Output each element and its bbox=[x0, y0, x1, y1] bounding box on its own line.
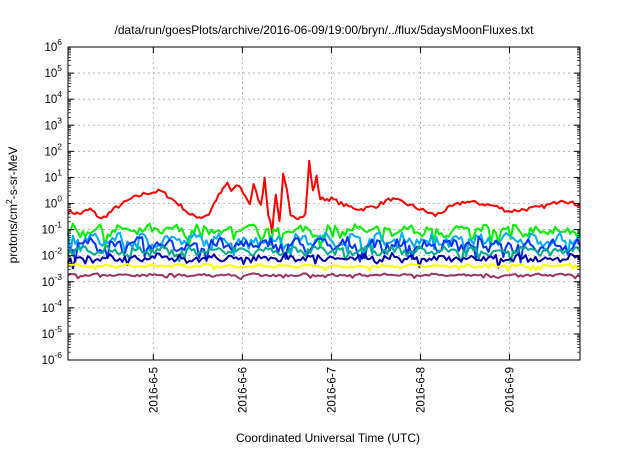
x-tick-label: 2016-6-5 bbox=[148, 367, 160, 413]
y-tick-label: 10-4 bbox=[42, 298, 63, 315]
y-axis: 10-6 10-5 10-4 10-3 10-2 10-1 100 101 102 103 104 1… bbox=[42, 37, 580, 367]
x-axis: 2016-6-5 2016-6-6 2016-6-7 2016-6-8 2016-6-9 bbox=[148, 47, 517, 413]
y-tick-label: 104 bbox=[44, 89, 62, 106]
x-tick-label: 2016-6-8 bbox=[415, 367, 427, 413]
y-tick-label: 102 bbox=[44, 141, 62, 158]
series-line bbox=[67, 159, 581, 235]
y-tick-label: 10-6 bbox=[42, 350, 63, 367]
y-tick-label: 100 bbox=[44, 194, 62, 211]
chart-title: /data/run/goesPlots/archive/2016-06-09/1… bbox=[115, 23, 535, 37]
y-tick-label: 10-3 bbox=[42, 272, 63, 289]
y-tick-label: 106 bbox=[44, 37, 62, 54]
x-axis-label: Coordinated Universal Time (UTC) bbox=[236, 431, 420, 445]
x-tick-label: 2016-6-7 bbox=[326, 367, 338, 413]
y-tick-label: 10-5 bbox=[42, 324, 63, 341]
y-axis-label: protons/cm2-s-sr-MeV bbox=[4, 147, 20, 264]
x-tick-label: 2016-6-6 bbox=[237, 367, 249, 413]
y-tick-label: 10-1 bbox=[42, 220, 63, 237]
series-line bbox=[67, 272, 581, 281]
series-line bbox=[67, 235, 581, 264]
series-line bbox=[67, 244, 581, 264]
series-group bbox=[67, 159, 581, 281]
y-tick-label: 101 bbox=[44, 167, 62, 184]
y-tick-label: 103 bbox=[44, 115, 62, 132]
series-line bbox=[67, 251, 581, 270]
y-tick-label: 105 bbox=[44, 63, 62, 80]
x-tick-label: 2016-6-9 bbox=[505, 367, 517, 413]
series-line bbox=[67, 262, 581, 272]
y-tick-label: 10-2 bbox=[42, 246, 63, 263]
grid-lines bbox=[68, 47, 580, 360]
